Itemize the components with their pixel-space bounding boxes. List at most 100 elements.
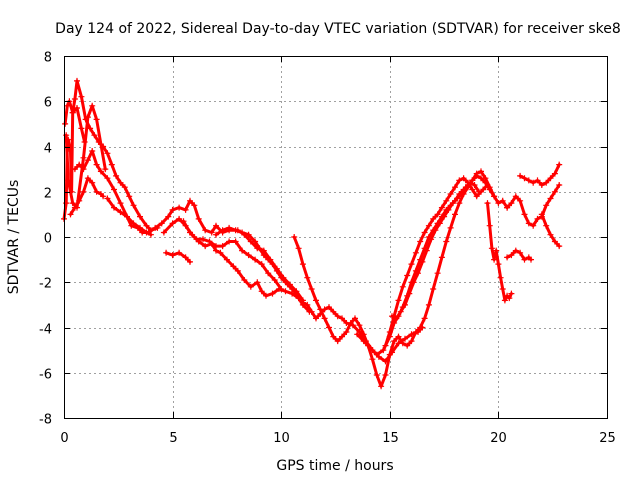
data-point-marker xyxy=(395,333,402,340)
data-point-marker xyxy=(339,333,345,340)
data-point-marker xyxy=(521,211,528,218)
data-point-marker xyxy=(291,288,298,295)
series-trace-9-markers xyxy=(180,218,285,292)
data-point-marker xyxy=(247,283,254,290)
data-point-marker xyxy=(512,193,519,200)
data-point-marker xyxy=(291,234,298,240)
data-point-marker xyxy=(230,263,237,270)
data-point-marker xyxy=(369,356,376,363)
data-point-marker xyxy=(408,261,415,268)
data-point-marker xyxy=(191,202,198,209)
y-axis-label: SDTVAR / TECUs xyxy=(6,180,22,295)
data-point-marker xyxy=(452,211,458,218)
data-point-marker xyxy=(556,182,563,188)
data-point-marker xyxy=(419,258,426,265)
series-trace-14-markers xyxy=(389,179,482,322)
series-trace-4-markers xyxy=(67,175,107,218)
data-point-marker xyxy=(423,247,430,254)
data-point-marker xyxy=(313,315,319,322)
data-point-marker xyxy=(412,329,419,335)
data-point-marker xyxy=(443,238,450,245)
data-point-marker xyxy=(406,290,413,297)
data-point-marker xyxy=(538,211,545,218)
series-trace-11-markers xyxy=(291,168,511,390)
data-point-marker xyxy=(378,383,385,390)
data-point-marker xyxy=(145,229,152,236)
series-trace-10 xyxy=(214,226,424,363)
data-point-marker xyxy=(452,184,458,191)
data-point-marker xyxy=(80,188,87,195)
x-tick-label: 0 xyxy=(60,431,68,446)
data-point-marker xyxy=(187,197,193,204)
data-point-marker xyxy=(169,220,176,227)
data-point-marker xyxy=(258,261,265,268)
data-point-marker xyxy=(113,172,120,179)
data-point-marker xyxy=(399,283,406,290)
data-point-marker xyxy=(517,172,524,179)
data-point-marker xyxy=(508,290,515,297)
y-tick-label: -8 xyxy=(39,413,52,428)
data-point-marker xyxy=(304,301,311,308)
data-point-marker xyxy=(556,243,563,250)
data-point-marker xyxy=(373,372,380,378)
y-tick-label: 4 xyxy=(44,142,52,157)
data-point-marker xyxy=(443,197,450,204)
data-point-marker xyxy=(124,213,130,220)
data-point-marker xyxy=(182,206,189,213)
series-trace-15-markers xyxy=(484,200,515,304)
data-point-marker xyxy=(299,261,306,268)
data-point-marker xyxy=(547,195,554,202)
series-trace-9 xyxy=(182,219,283,291)
data-point-marker xyxy=(286,283,293,290)
data-point-marker xyxy=(81,139,88,145)
data-point-marker xyxy=(282,279,289,286)
data-point-marker xyxy=(438,204,445,211)
data-point-marker xyxy=(430,286,437,292)
data-point-marker xyxy=(121,184,128,191)
series-trace-18 xyxy=(518,163,561,187)
data-point-marker xyxy=(187,258,193,265)
data-point-marker xyxy=(97,141,104,148)
data-point-marker xyxy=(232,227,239,234)
data-point-marker xyxy=(469,186,476,193)
data-point-marker xyxy=(460,175,467,182)
data-point-marker xyxy=(84,114,91,121)
data-point-marker xyxy=(399,340,406,347)
y-tick-label: 8 xyxy=(44,51,52,66)
data-point-marker xyxy=(534,177,541,184)
data-point-marker xyxy=(71,96,78,102)
data-point-marker xyxy=(139,229,146,236)
data-point-marker xyxy=(330,308,337,315)
y-tick-label: -2 xyxy=(39,277,52,292)
data-point-marker xyxy=(530,222,537,229)
data-point-marker xyxy=(299,299,306,306)
data-point-marker xyxy=(434,211,441,218)
data-point-marker xyxy=(143,222,150,229)
data-point-marker xyxy=(182,254,189,261)
data-point-marker xyxy=(538,182,545,188)
data-point-marker xyxy=(93,116,100,123)
data-point-marker xyxy=(497,274,504,281)
data-point-marker xyxy=(67,211,74,218)
data-point-marker xyxy=(271,277,278,283)
data-point-marker xyxy=(430,215,437,222)
data-point-marker xyxy=(93,161,100,168)
data-point-marker xyxy=(425,222,432,229)
data-point-marker xyxy=(556,161,563,168)
data-point-marker xyxy=(447,224,454,231)
data-point-marker xyxy=(493,247,500,254)
data-point-marker xyxy=(317,306,324,313)
data-point-marker xyxy=(508,252,515,259)
x-axis-label: GPS time / hours xyxy=(276,458,393,474)
data-point-marker xyxy=(478,175,484,182)
data-point-marker xyxy=(391,338,398,345)
data-point-marker xyxy=(404,272,411,279)
data-point-marker xyxy=(202,227,209,234)
series-trace-3-markers xyxy=(63,102,109,211)
data-point-marker xyxy=(223,256,230,263)
data-point-marker xyxy=(64,102,71,109)
data-point-marker xyxy=(278,274,285,281)
data-point-marker xyxy=(213,222,219,229)
data-point-marker xyxy=(495,261,502,268)
data-point-marker xyxy=(438,254,445,261)
